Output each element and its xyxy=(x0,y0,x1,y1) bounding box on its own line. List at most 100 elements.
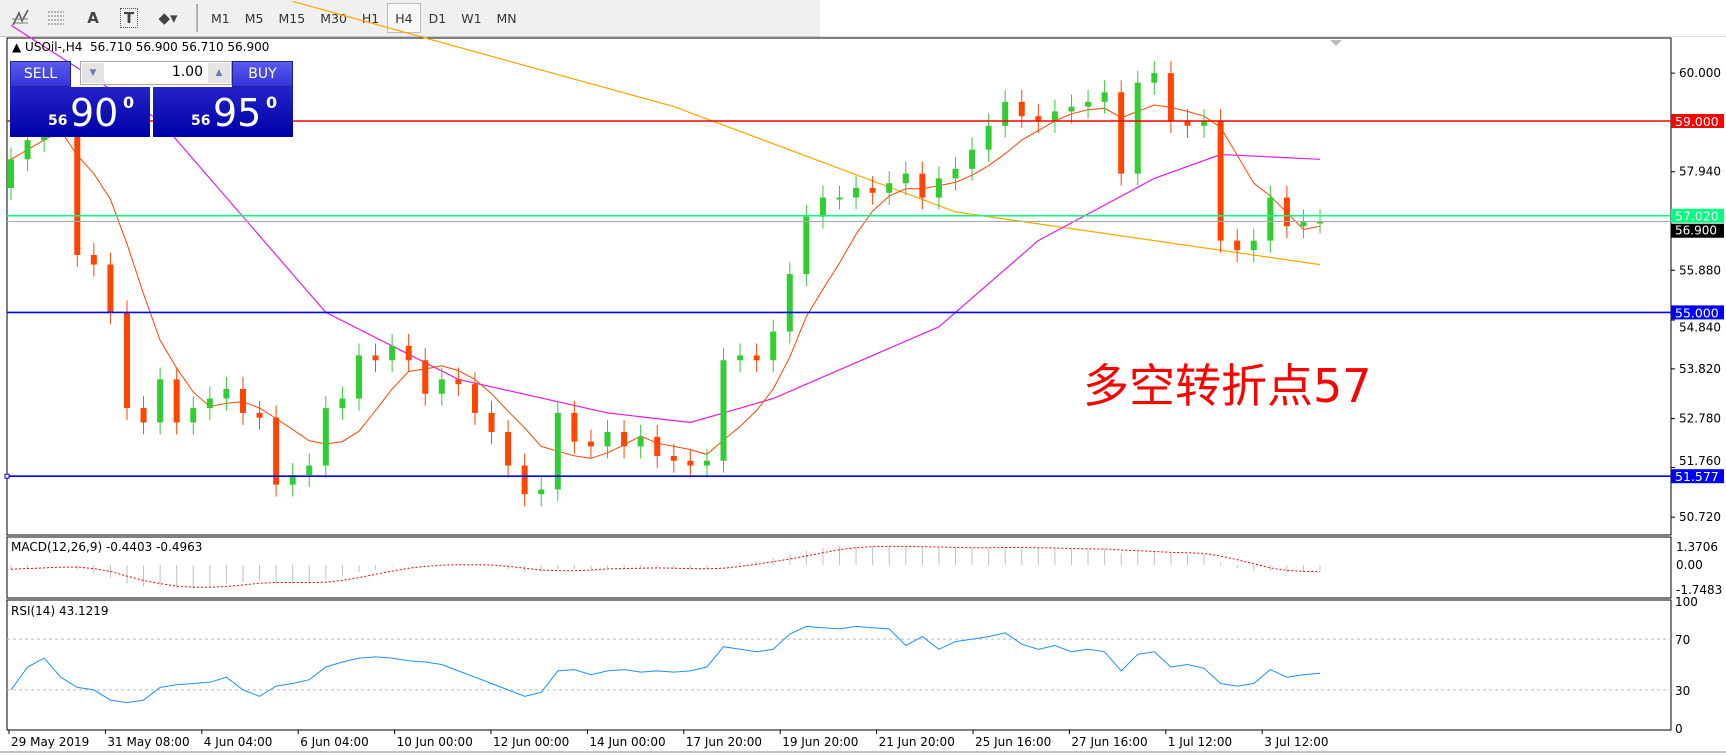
candle-body xyxy=(869,187,876,193)
timeframe-d1[interactable]: D1 xyxy=(428,10,447,26)
text-label-icon[interactable]: T xyxy=(114,3,144,33)
price-tick-label: 60.000 xyxy=(1679,66,1721,80)
current-price-tag xyxy=(1671,223,1724,238)
price-tick-label: 51.760 xyxy=(1679,454,1721,468)
macd-tick-label: 1.3706 xyxy=(1676,540,1718,554)
macd-tick-label: 0.00 xyxy=(1676,558,1703,572)
candle-body xyxy=(190,408,197,423)
timeframe-w1[interactable]: W1 xyxy=(461,10,482,26)
toolbar-separator xyxy=(196,4,198,32)
time-tick-label: 29 May 2019 xyxy=(11,735,89,749)
volume-input[interactable]: ▼ 1.00 ▲ xyxy=(80,61,232,85)
candle-body xyxy=(306,465,313,476)
candle-body xyxy=(687,460,694,466)
candle-body xyxy=(554,412,561,490)
candle-body xyxy=(919,173,926,198)
macd-tick-label: -1.7483 xyxy=(1676,583,1722,597)
candle-body xyxy=(587,441,594,447)
chart-toolbar: A T ◆▾ M1 M5 M15 M30 H1 H4 D1 W1 MN xyxy=(0,0,820,37)
time-tick-label: 31 May 08:00 xyxy=(107,735,189,749)
candle-body xyxy=(488,412,495,433)
horizontal-line-label: 57.020 xyxy=(1675,209,1719,224)
fibonacci-grid-icon[interactable] xyxy=(42,3,72,33)
timeframe-m15[interactable]: M15 xyxy=(278,10,306,26)
ma-fast-line xyxy=(10,104,1321,459)
candle-body xyxy=(422,360,429,394)
candle-body xyxy=(355,355,362,399)
timeframe-mn[interactable]: MN xyxy=(496,10,517,26)
symbol-ohlc: USOil-,H4 56.710 56.900 56.710 56.900 xyxy=(25,40,270,54)
ma-mid-line xyxy=(10,24,1321,424)
candle-body xyxy=(24,140,31,160)
candle-body xyxy=(952,168,959,179)
chart-annotation-text[interactable]: 多空转折点57 xyxy=(1083,359,1372,413)
candle-body xyxy=(571,412,578,442)
rsi-tick-label: 0 xyxy=(1675,722,1683,736)
candle-body xyxy=(206,398,213,409)
buy-price-box[interactable]: 56 95 0 xyxy=(153,87,293,137)
candle-body xyxy=(1002,101,1009,126)
horizontal-line-tag xyxy=(1671,114,1724,128)
buy-button[interactable]: BUY xyxy=(232,61,293,87)
text-icon[interactable]: A xyxy=(78,3,108,33)
candle-body xyxy=(703,460,710,466)
candle-body xyxy=(223,388,230,399)
sell-price-box[interactable]: 56 90 0 xyxy=(10,87,150,137)
macd-signal-line xyxy=(10,545,1321,588)
time-tick-label: 17 Jun 20:00 xyxy=(686,735,762,749)
sell-button[interactable]: SELL xyxy=(10,61,71,87)
candle-body xyxy=(637,436,644,447)
time-tick-label: 6 Jun 04:00 xyxy=(300,735,369,749)
candle-body xyxy=(753,355,760,361)
time-tick-label: 27 Jun 16:00 xyxy=(1071,735,1147,749)
main-panel-frame xyxy=(6,37,1672,536)
rsi-tick-label: 30 xyxy=(1675,684,1690,698)
time-tick-label: 12 Jun 00:00 xyxy=(493,735,569,749)
volume-decrease-button[interactable]: ▼ xyxy=(82,63,104,83)
candle-body xyxy=(969,149,976,169)
candle-body xyxy=(1184,121,1191,126)
candle-body xyxy=(405,345,412,361)
price-tick-label: 54.840 xyxy=(1679,320,1721,334)
timeframe-m1[interactable]: M1 xyxy=(211,10,230,26)
candle-body xyxy=(1018,101,1025,117)
candle-body xyxy=(1317,221,1324,224)
candle-body xyxy=(1217,121,1224,241)
candle-body xyxy=(737,355,744,361)
candle-body xyxy=(8,159,14,188)
text-label-glyph: T xyxy=(119,8,139,28)
buy-price-main: 95 xyxy=(213,91,262,135)
one-click-trading-panel: SELL ▼ 1.00 ▲ BUY 56 90 0 56 95 0 xyxy=(10,61,293,137)
candle-body xyxy=(670,455,677,461)
candle-body xyxy=(322,408,329,466)
candle-body xyxy=(256,412,263,418)
price-tick-label: 57.940 xyxy=(1679,165,1721,179)
arrows-dropdown-icon[interactable]: ◆▾ xyxy=(158,9,178,27)
candle-body xyxy=(389,345,396,361)
text-icon-glyph: A xyxy=(87,9,99,27)
current-price-label: 56.900 xyxy=(1675,224,1717,238)
buy-price-prefix: 56 xyxy=(191,113,211,129)
candle-body xyxy=(471,384,478,413)
candle-body xyxy=(1035,116,1042,121)
elliott-wave-icon[interactable] xyxy=(6,3,36,33)
price-tick-label: 55.880 xyxy=(1679,263,1721,277)
candle-body xyxy=(157,379,164,423)
candle-body xyxy=(1250,240,1257,251)
candle-body xyxy=(521,465,528,495)
candle-body xyxy=(1051,111,1058,121)
timeframe-m5[interactable]: M5 xyxy=(244,10,264,26)
horizontal-line-label: 55.000 xyxy=(1675,305,1719,320)
candle-body xyxy=(786,274,793,332)
candle-body xyxy=(803,216,810,275)
timeframe-h4[interactable]: H4 xyxy=(387,3,421,33)
volume-increase-button[interactable]: ▲ xyxy=(208,63,230,83)
price-tick-label: 52.780 xyxy=(1679,412,1721,426)
candle-body xyxy=(604,432,611,447)
candle-body xyxy=(1167,73,1174,121)
candle-body xyxy=(985,125,992,150)
candle-body xyxy=(621,432,628,447)
candle-body xyxy=(239,388,246,413)
candle-body xyxy=(455,379,462,385)
